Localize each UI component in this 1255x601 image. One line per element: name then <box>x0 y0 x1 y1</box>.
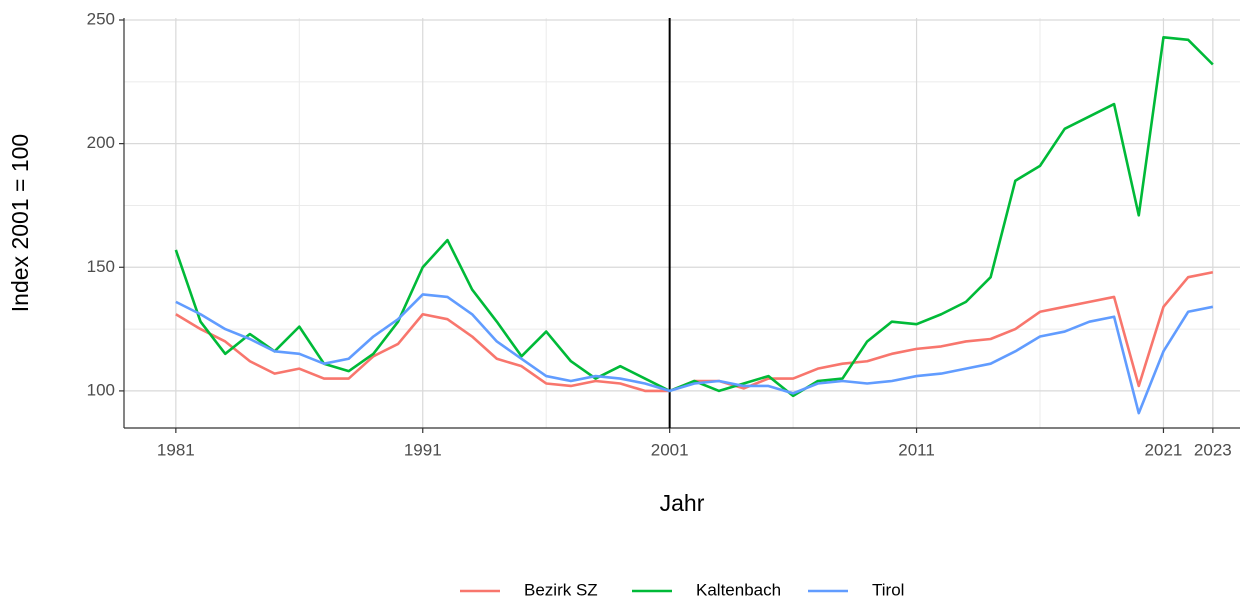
line <box>174 36 1214 398</box>
x-tick-label: 2011 <box>898 440 935 459</box>
x-tick-label: 1981 <box>157 440 195 459</box>
y-axis-title: Index 2001 = 100 <box>7 134 33 312</box>
line <box>175 270 1214 393</box>
line <box>175 293 1214 415</box>
y-tick-label: 150 <box>87 257 115 276</box>
y-tick-label: 200 <box>87 133 115 152</box>
y-tick-label: 100 <box>87 380 115 399</box>
legend-text: Tirol <box>872 580 904 599</box>
x-tick-label: 2023 <box>1194 440 1232 459</box>
y-tick-label: 250 <box>87 9 115 28</box>
x-tick-label: 1991 <box>404 440 442 459</box>
legend-text: Bezirk SZ <box>524 580 598 599</box>
x-tick-label: 2001 <box>651 440 689 459</box>
x-axis-title: Jahr <box>660 490 705 516</box>
legend-text: Kaltenbach <box>696 580 781 599</box>
x-tick-label: 2021 <box>1145 440 1183 459</box>
